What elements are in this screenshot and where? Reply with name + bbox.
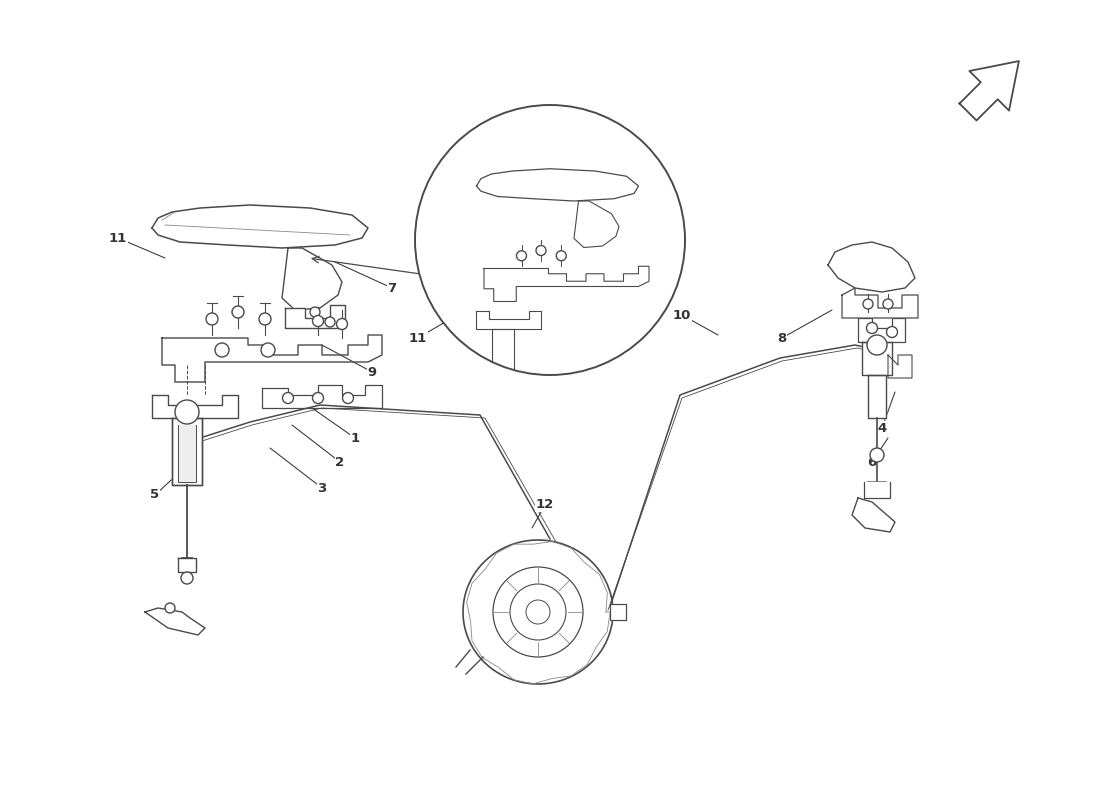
Polygon shape — [178, 425, 196, 482]
Circle shape — [312, 393, 323, 403]
Text: 11: 11 — [109, 231, 128, 245]
Text: 3: 3 — [318, 482, 327, 494]
Circle shape — [175, 400, 199, 424]
Polygon shape — [463, 540, 613, 684]
Circle shape — [283, 393, 294, 403]
Polygon shape — [476, 169, 638, 201]
Polygon shape — [574, 201, 619, 247]
Circle shape — [887, 326, 898, 338]
Polygon shape — [842, 288, 918, 318]
Circle shape — [324, 317, 336, 327]
Circle shape — [165, 603, 175, 613]
Circle shape — [536, 246, 546, 255]
Text: 9: 9 — [367, 366, 376, 378]
Circle shape — [867, 322, 878, 334]
Circle shape — [182, 572, 192, 584]
Polygon shape — [262, 385, 382, 408]
Text: 12: 12 — [536, 498, 554, 511]
Circle shape — [337, 318, 348, 330]
Text: 10: 10 — [673, 309, 691, 322]
Text: 7: 7 — [387, 282, 397, 294]
Circle shape — [310, 307, 320, 317]
Polygon shape — [285, 305, 345, 328]
Text: 8: 8 — [778, 331, 786, 345]
Polygon shape — [888, 355, 912, 378]
Polygon shape — [862, 342, 892, 375]
Text: 6: 6 — [868, 455, 877, 469]
Circle shape — [312, 315, 323, 326]
Polygon shape — [864, 482, 890, 498]
Circle shape — [232, 306, 244, 318]
Polygon shape — [162, 335, 382, 382]
Polygon shape — [172, 418, 202, 485]
Polygon shape — [858, 318, 905, 342]
Polygon shape — [484, 266, 649, 302]
Text: 11: 11 — [409, 331, 427, 345]
Polygon shape — [476, 311, 541, 329]
Circle shape — [214, 343, 229, 357]
Polygon shape — [852, 498, 895, 532]
Circle shape — [261, 343, 275, 357]
Circle shape — [864, 299, 873, 309]
Circle shape — [415, 105, 685, 375]
Circle shape — [867, 335, 887, 355]
Circle shape — [342, 393, 353, 403]
Text: 2: 2 — [336, 455, 344, 469]
Text: 1: 1 — [351, 431, 360, 445]
Polygon shape — [868, 375, 886, 418]
Polygon shape — [828, 242, 915, 292]
Circle shape — [510, 584, 566, 640]
Circle shape — [517, 250, 527, 261]
Polygon shape — [610, 604, 626, 620]
Circle shape — [526, 600, 550, 624]
Text: 4: 4 — [878, 422, 887, 434]
Circle shape — [258, 313, 271, 325]
Polygon shape — [152, 205, 368, 248]
Circle shape — [493, 567, 583, 657]
Polygon shape — [145, 608, 205, 635]
Polygon shape — [152, 395, 238, 418]
Circle shape — [883, 299, 893, 309]
Circle shape — [870, 448, 884, 462]
Circle shape — [557, 250, 566, 261]
Polygon shape — [282, 248, 342, 310]
Circle shape — [206, 313, 218, 325]
Text: 5: 5 — [151, 489, 160, 502]
Polygon shape — [959, 61, 1019, 121]
